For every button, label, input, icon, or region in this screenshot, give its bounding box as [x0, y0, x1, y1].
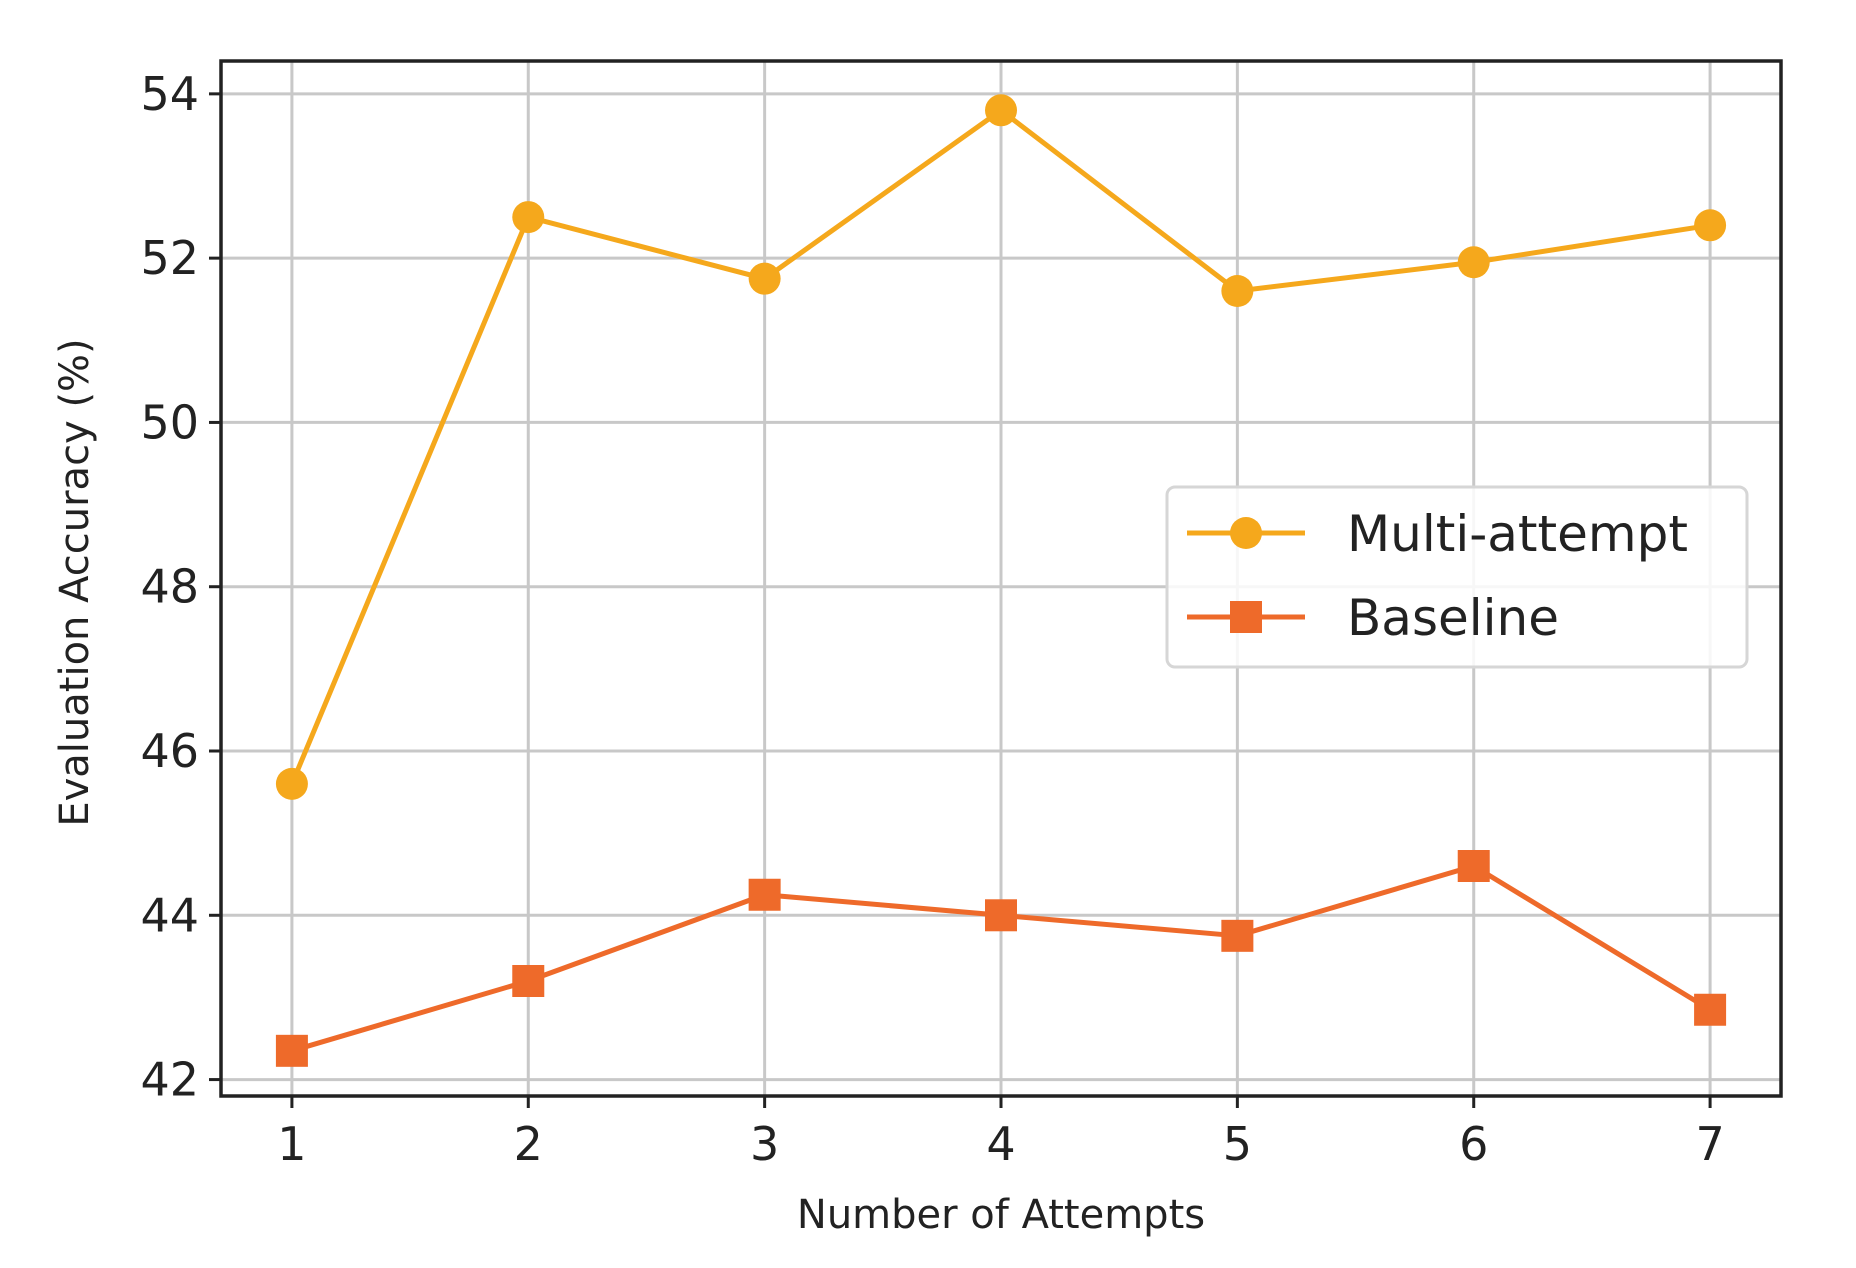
data-point — [1221, 919, 1254, 952]
x-tick-label: 4 — [986, 1117, 1015, 1171]
legend-swatch-marker — [1230, 601, 1262, 633]
y-tick-label: 44 — [140, 888, 199, 942]
y-axis-title: Evaluation Accuracy (%) — [52, 338, 98, 826]
data-point — [748, 262, 781, 295]
y-tick-label: 48 — [140, 560, 199, 614]
legend: Multi-attempt Baseline — [1165, 485, 1749, 669]
legend-label: Baseline — [1347, 589, 1559, 647]
data-point — [275, 767, 308, 800]
ticks: 1 2 3 4 5 6 7 42 44 46 48 50 52 54 — [140, 67, 1724, 1171]
x-tick-label: 6 — [1459, 1117, 1488, 1171]
legend-label: Multi-attempt — [1347, 505, 1688, 563]
data-point — [1457, 850, 1490, 882]
data-point — [1694, 209, 1727, 242]
data-point — [748, 878, 781, 911]
y-tick-label: 42 — [140, 1053, 199, 1107]
series-layer — [275, 94, 1727, 1067]
x-tick-label: 1 — [277, 1117, 306, 1171]
y-tick-label: 52 — [140, 231, 199, 285]
legend-swatch-marker — [1230, 517, 1262, 549]
x-tick-label: 5 — [1223, 1117, 1252, 1171]
data-point — [512, 201, 545, 234]
legend-frame — [1165, 485, 1749, 669]
data-point — [1694, 993, 1727, 1026]
x-tick-label: 7 — [1695, 1117, 1724, 1171]
y-tick-label: 46 — [140, 724, 199, 778]
data-point — [985, 899, 1017, 932]
x-tick-label: 2 — [514, 1117, 543, 1171]
x-tick-label: 3 — [750, 1117, 779, 1171]
data-point — [985, 94, 1017, 127]
y-tick-label: 50 — [140, 395, 199, 449]
data-point — [275, 1034, 308, 1067]
data-point — [1457, 246, 1490, 279]
data-point — [1221, 275, 1254, 307]
y-tick-label: 54 — [140, 67, 199, 121]
x-axis-title: Number of Attempts — [797, 1192, 1205, 1238]
data-point — [512, 965, 545, 997]
